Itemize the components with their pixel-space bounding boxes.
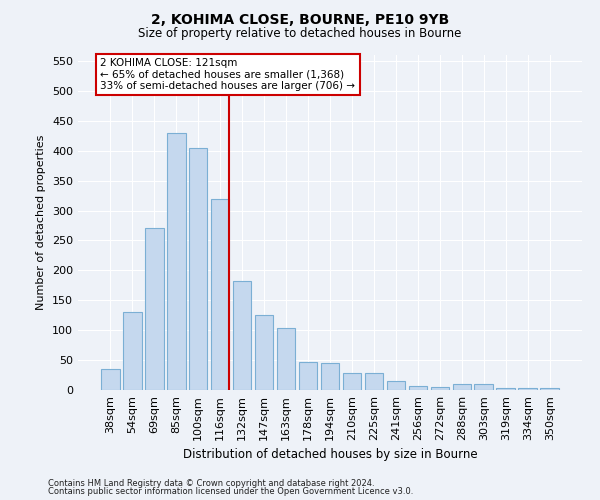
X-axis label: Distribution of detached houses by size in Bourne: Distribution of detached houses by size … (182, 448, 478, 462)
Text: Size of property relative to detached houses in Bourne: Size of property relative to detached ho… (139, 28, 461, 40)
Bar (386, 381, 405, 390)
Text: 2 KOHIMA CLOSE: 121sqm
← 65% of detached houses are smaller (1,368)
33% of semi-: 2 KOHIMA CLOSE: 121sqm ← 65% of detached… (100, 58, 355, 91)
Text: 2, KOHIMA CLOSE, BOURNE, PE10 9YB: 2, KOHIMA CLOSE, BOURNE, PE10 9YB (151, 12, 449, 26)
Bar (518, 388, 537, 390)
Bar (365, 373, 383, 390)
Bar (320, 363, 340, 390)
Text: Contains public sector information licensed under the Open Government Licence v3: Contains public sector information licen… (48, 487, 413, 496)
Bar (255, 315, 274, 390)
Bar (343, 372, 361, 390)
Bar (409, 386, 427, 390)
Y-axis label: Number of detached properties: Number of detached properties (37, 135, 46, 310)
Bar (452, 384, 471, 390)
Bar (123, 312, 142, 390)
Bar (475, 384, 493, 390)
Bar (145, 228, 164, 390)
Bar (299, 362, 317, 390)
Bar (233, 280, 251, 390)
Bar (189, 148, 208, 390)
Bar (101, 369, 119, 390)
Bar (496, 388, 515, 390)
Bar (431, 387, 449, 390)
Bar (541, 388, 559, 390)
Bar (211, 198, 229, 390)
Bar (167, 133, 185, 390)
Bar (277, 328, 295, 390)
Text: Contains HM Land Registry data © Crown copyright and database right 2024.: Contains HM Land Registry data © Crown c… (48, 478, 374, 488)
